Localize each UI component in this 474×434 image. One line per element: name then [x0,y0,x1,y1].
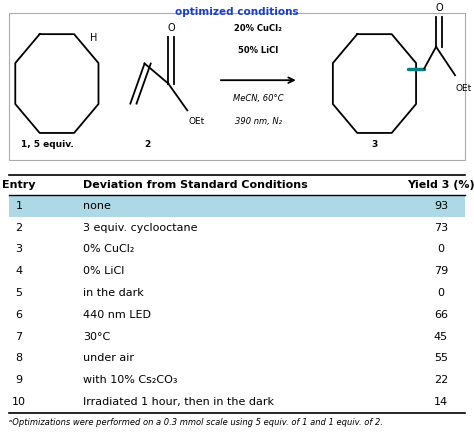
Text: 66: 66 [434,310,448,320]
Text: 30°C: 30°C [83,332,110,342]
Text: OEt: OEt [188,117,204,126]
Text: in the dark: in the dark [83,288,144,298]
Text: 45: 45 [434,332,448,342]
Text: 93: 93 [434,201,448,211]
Text: 10: 10 [12,397,26,407]
Text: 55: 55 [434,353,448,363]
Text: OEt: OEt [456,83,472,92]
Text: Yield 3 (%): Yield 3 (%) [407,180,474,190]
Text: 73: 73 [434,223,448,233]
Text: 390 nm, N₂: 390 nm, N₂ [235,117,282,126]
Text: ᵃOptimizations were performed on a 0.3 mmol scale using 5 equiv. of 1 and 1 equi: ᵃOptimizations were performed on a 0.3 m… [9,418,383,427]
Text: 3 equiv. cyclooctane: 3 equiv. cyclooctane [83,223,198,233]
Text: 3: 3 [16,244,22,254]
Text: optimized conditions: optimized conditions [175,7,299,16]
Text: 2: 2 [144,140,150,149]
Text: 440 nm LED: 440 nm LED [83,310,151,320]
Text: 4: 4 [15,266,23,276]
Text: 9: 9 [15,375,23,385]
Text: 0% CuCl₂: 0% CuCl₂ [83,244,134,254]
Text: MeCN, 60°C: MeCN, 60°C [233,94,283,102]
Text: 14: 14 [434,397,448,407]
Text: 1: 1 [16,201,22,211]
Text: 20% CuCl₂: 20% CuCl₂ [234,24,283,33]
Text: Deviation from Standard Conditions: Deviation from Standard Conditions [83,180,308,190]
Text: O: O [168,23,175,33]
Text: H: H [90,33,98,43]
Text: Irradiated 1 hour, then in the dark: Irradiated 1 hour, then in the dark [83,397,274,407]
Text: 8: 8 [15,353,23,363]
Text: 79: 79 [434,266,448,276]
Text: under air: under air [83,353,134,363]
Text: 22: 22 [434,375,448,385]
Text: 1, 5 equiv.: 1, 5 equiv. [21,140,74,149]
Text: 0: 0 [438,244,444,254]
Text: 0: 0 [438,288,444,298]
Bar [9,195,465,217]
Text: 0% LiCl: 0% LiCl [83,266,124,276]
Text: 2: 2 [15,223,23,233]
Text: O: O [436,3,443,13]
Text: 3: 3 [371,140,378,149]
Text: 50% LiCl: 50% LiCl [238,46,278,55]
FancyBboxPatch shape [9,13,465,161]
Text: 7: 7 [15,332,23,342]
Text: 5: 5 [16,288,22,298]
Text: 6: 6 [16,310,22,320]
Text: with 10% Cs₂CO₃: with 10% Cs₂CO₃ [83,375,177,385]
Text: Entry: Entry [2,180,36,190]
Text: none: none [83,201,111,211]
